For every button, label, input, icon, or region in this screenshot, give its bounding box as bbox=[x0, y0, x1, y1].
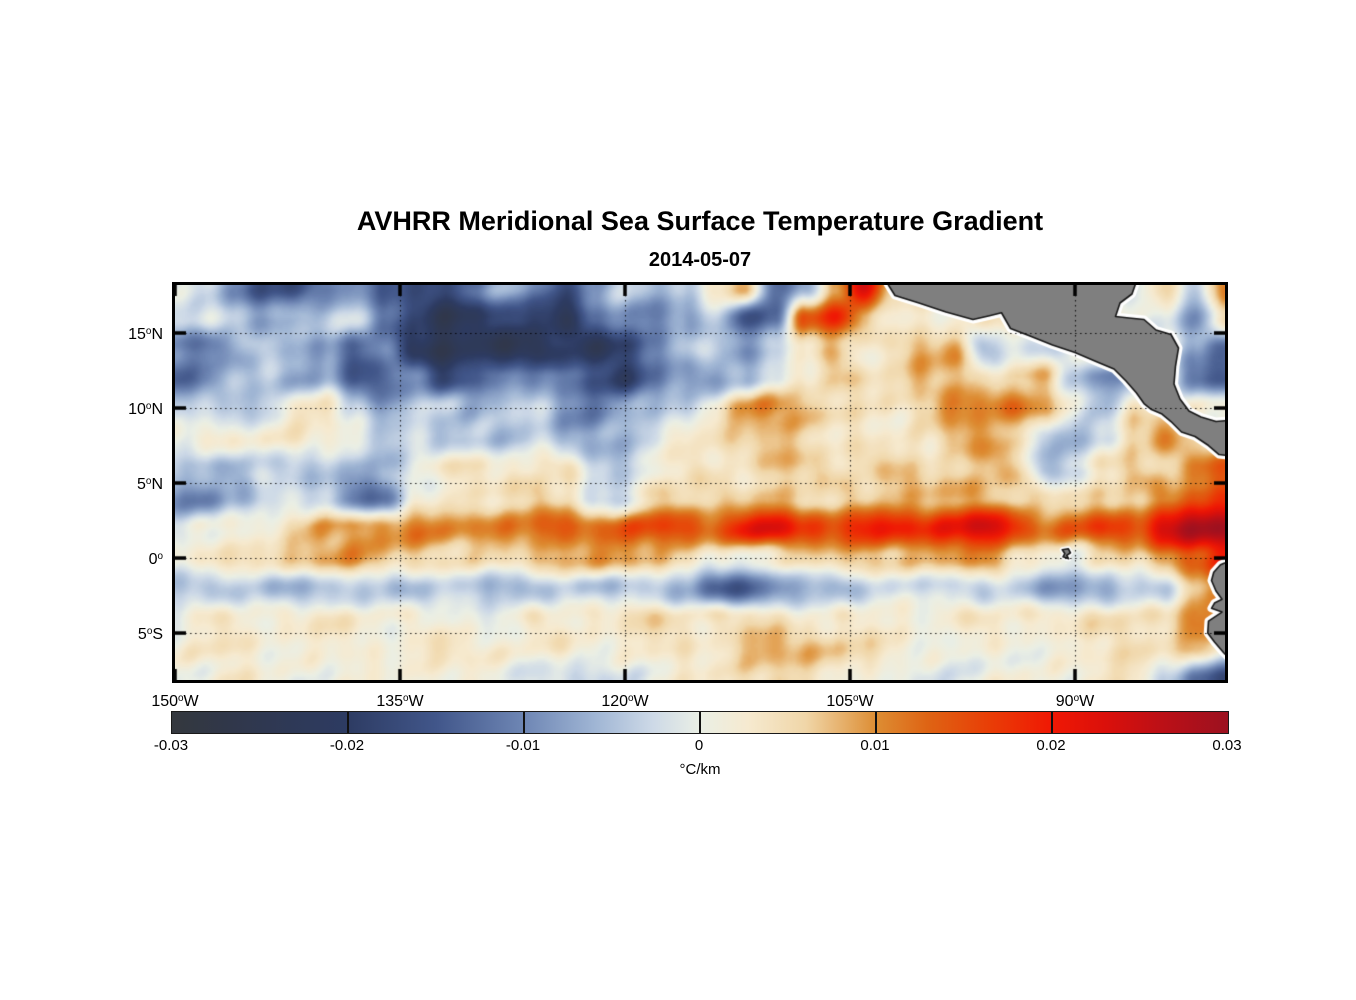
colorbar-tick-mark bbox=[699, 712, 701, 733]
map-panel bbox=[172, 282, 1228, 683]
colorbar-tick-mark bbox=[522, 712, 525, 733]
colorbar-tick-label: -0.03 bbox=[153, 737, 189, 754]
y-tick-label: 15oN bbox=[128, 326, 163, 343]
chart-title: AVHRR Meridional Sea Surface Temperature… bbox=[356, 206, 1044, 236]
x-tick-label: 90oW bbox=[1055, 693, 1095, 710]
y-tick-label: 0o bbox=[148, 551, 163, 569]
colorbar-tick-mark bbox=[875, 712, 877, 733]
colorbar-tick-label: 0.01 bbox=[860, 737, 890, 754]
colorbar-tick-label: 0.03 bbox=[1212, 737, 1242, 754]
x-tick-label: 105oW bbox=[826, 693, 874, 710]
x-tick-label: 150oW bbox=[151, 693, 199, 710]
colorbar-tick-label: -0.02 bbox=[329, 737, 365, 754]
x-tick-label: 135oW bbox=[376, 693, 424, 710]
colorbar-tick-label: -0.01 bbox=[505, 737, 541, 754]
colorbar-tick-mark bbox=[1050, 712, 1053, 733]
colorbar-tick-mark bbox=[347, 712, 349, 733]
y-tick-label: 5oS bbox=[137, 626, 163, 644]
colorbar-unit-label: °C/km bbox=[679, 761, 721, 778]
colorbar-tick-label: 0 bbox=[694, 737, 704, 754]
chart-subtitle: 2014-05-07 bbox=[648, 249, 752, 271]
sst-gradient-heatmap-canvas bbox=[175, 285, 1225, 680]
x-tick-label: 120oW bbox=[601, 693, 649, 710]
y-tick-label: 10oN bbox=[128, 401, 163, 418]
colorbar bbox=[171, 711, 1229, 734]
colorbar-tick-label: 0.02 bbox=[1036, 737, 1066, 754]
y-tick-label: 5oN bbox=[137, 476, 163, 494]
